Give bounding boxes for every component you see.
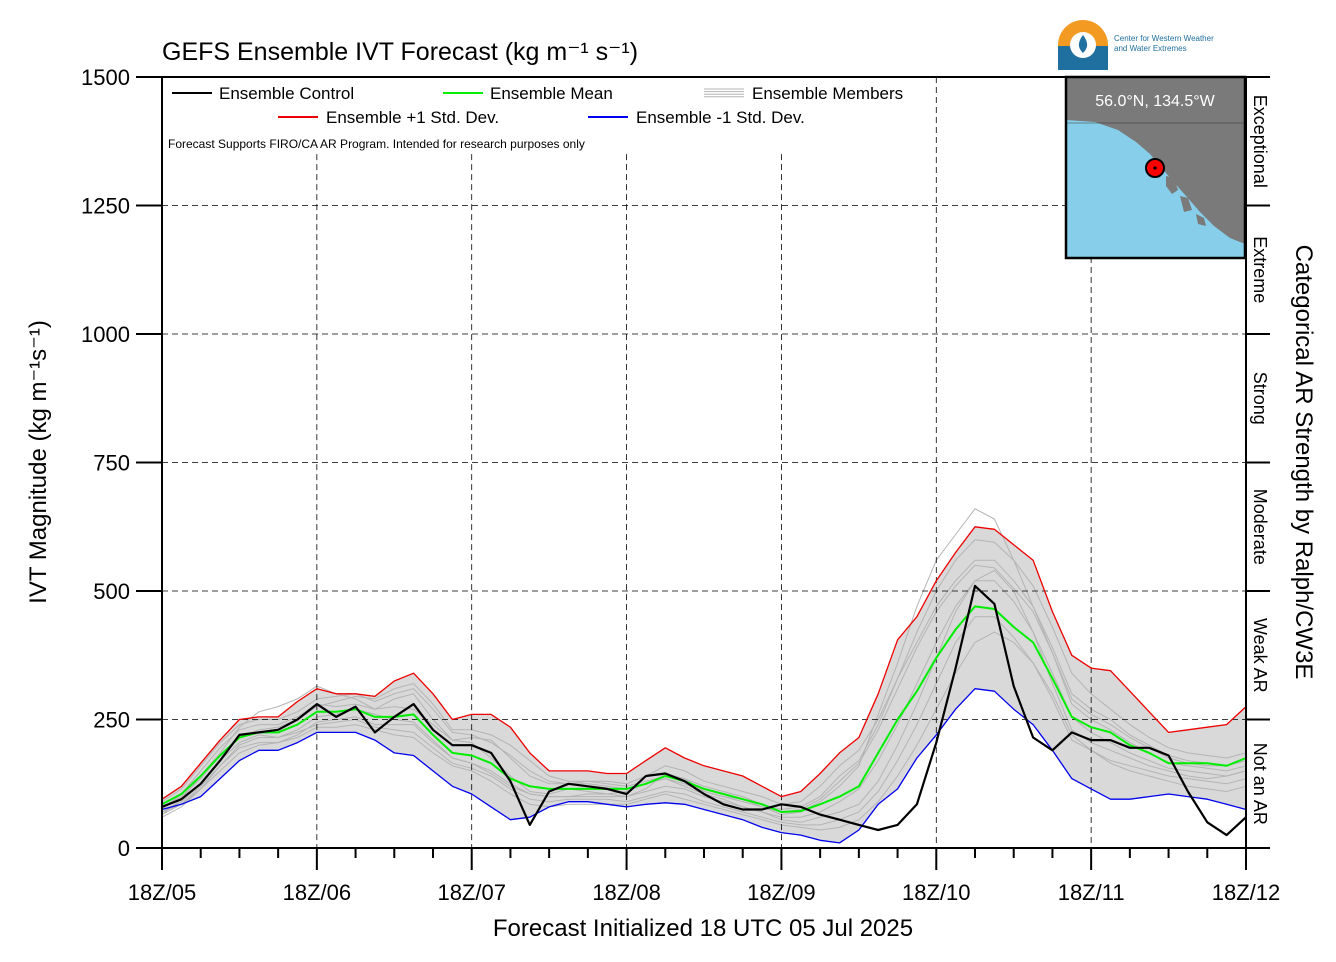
category-label: Exceptional — [1250, 95, 1270, 188]
logo-text-line2: and Water Extremes — [1114, 44, 1187, 53]
legend-label: Ensemble Members — [752, 84, 903, 103]
y-tick-label: 1500 — [81, 65, 130, 90]
logo-text-line1: Center for Western Weather — [1114, 34, 1214, 43]
axes-layer: 0 250 500 750 1000 1250 1500 Not an AR Weak AR Mo… — [81, 65, 1280, 905]
category-label: Strong — [1250, 372, 1270, 425]
y-tick-label: 1000 — [81, 322, 130, 347]
x-tick-label: 18Z/09 — [747, 880, 816, 905]
legend-label: Ensemble +1 Std. Dev. — [326, 108, 499, 127]
x-tick-label: 18Z/11 — [1058, 880, 1125, 905]
inset-islands — [1166, 176, 1206, 226]
location-marker-center — [1153, 166, 1157, 170]
member-line-5 — [161, 539, 1247, 811]
legend-label: Ensemble -1 Std. Dev. — [636, 108, 805, 127]
series-line-control — [161, 584, 1247, 837]
x-tick-label: 18Z/06 — [283, 880, 352, 905]
x-axis-label: Forecast Initialized 18 UTC 05 Jul 2025 — [493, 915, 913, 942]
x-tick-label: 18Z/07 — [437, 880, 506, 905]
right-axis-label: Categorical AR Strength by Ralph/CW3E — [1290, 245, 1317, 680]
x-tick-label: 18Z/10 — [902, 880, 971, 905]
y-tick-label: 1250 — [81, 194, 130, 219]
y-tick-label: 250 — [93, 708, 130, 733]
category-label: Weak AR — [1250, 618, 1270, 693]
member-line-7 — [161, 564, 1247, 813]
series-line-mean — [161, 605, 1247, 813]
legend-layer: Ensemble Control Ensemble Mean Ensemble Me… — [172, 84, 903, 127]
member-line-6 — [161, 631, 1247, 831]
series-layer — [161, 526, 1247, 844]
inset-coords: 56.0°N, 134.5°W — [1095, 93, 1215, 110]
category-label: Moderate — [1250, 489, 1270, 565]
category-label: Extreme — [1250, 236, 1270, 303]
y-axis-label: IVT Magnitude (kg m⁻¹s⁻¹) — [25, 320, 52, 604]
y-tick-label: 750 — [93, 451, 130, 476]
legend-label: Ensemble Mean — [490, 84, 613, 103]
member-line-3 — [161, 559, 1247, 810]
chart-title: GEFS Ensemble IVT Forecast (kg m⁻¹ s⁻¹) — [162, 38, 638, 66]
member-line-4 — [161, 616, 1247, 826]
water-drop-icon — [1078, 35, 1088, 53]
y-tick-label: 0 — [118, 836, 130, 861]
inset-frame — [1064, 75, 1247, 260]
x-tick-label: 18Z/12 — [1212, 880, 1281, 905]
y-tick-label: 500 — [93, 579, 130, 604]
x-tick-label: 18Z/08 — [592, 880, 661, 905]
inset-map: 56.0°N, 134.5°W — [1064, 75, 1247, 260]
series-line-plus-std — [161, 526, 1247, 800]
x-tick-label: 18Z/05 — [128, 880, 197, 905]
category-label: Not an AR — [1250, 743, 1270, 825]
legend-label: Ensemble Control — [219, 84, 354, 103]
research-note: Forecast Supports FIRO/CA AR Program. In… — [168, 137, 585, 151]
series-line-minus-std — [161, 688, 1247, 844]
